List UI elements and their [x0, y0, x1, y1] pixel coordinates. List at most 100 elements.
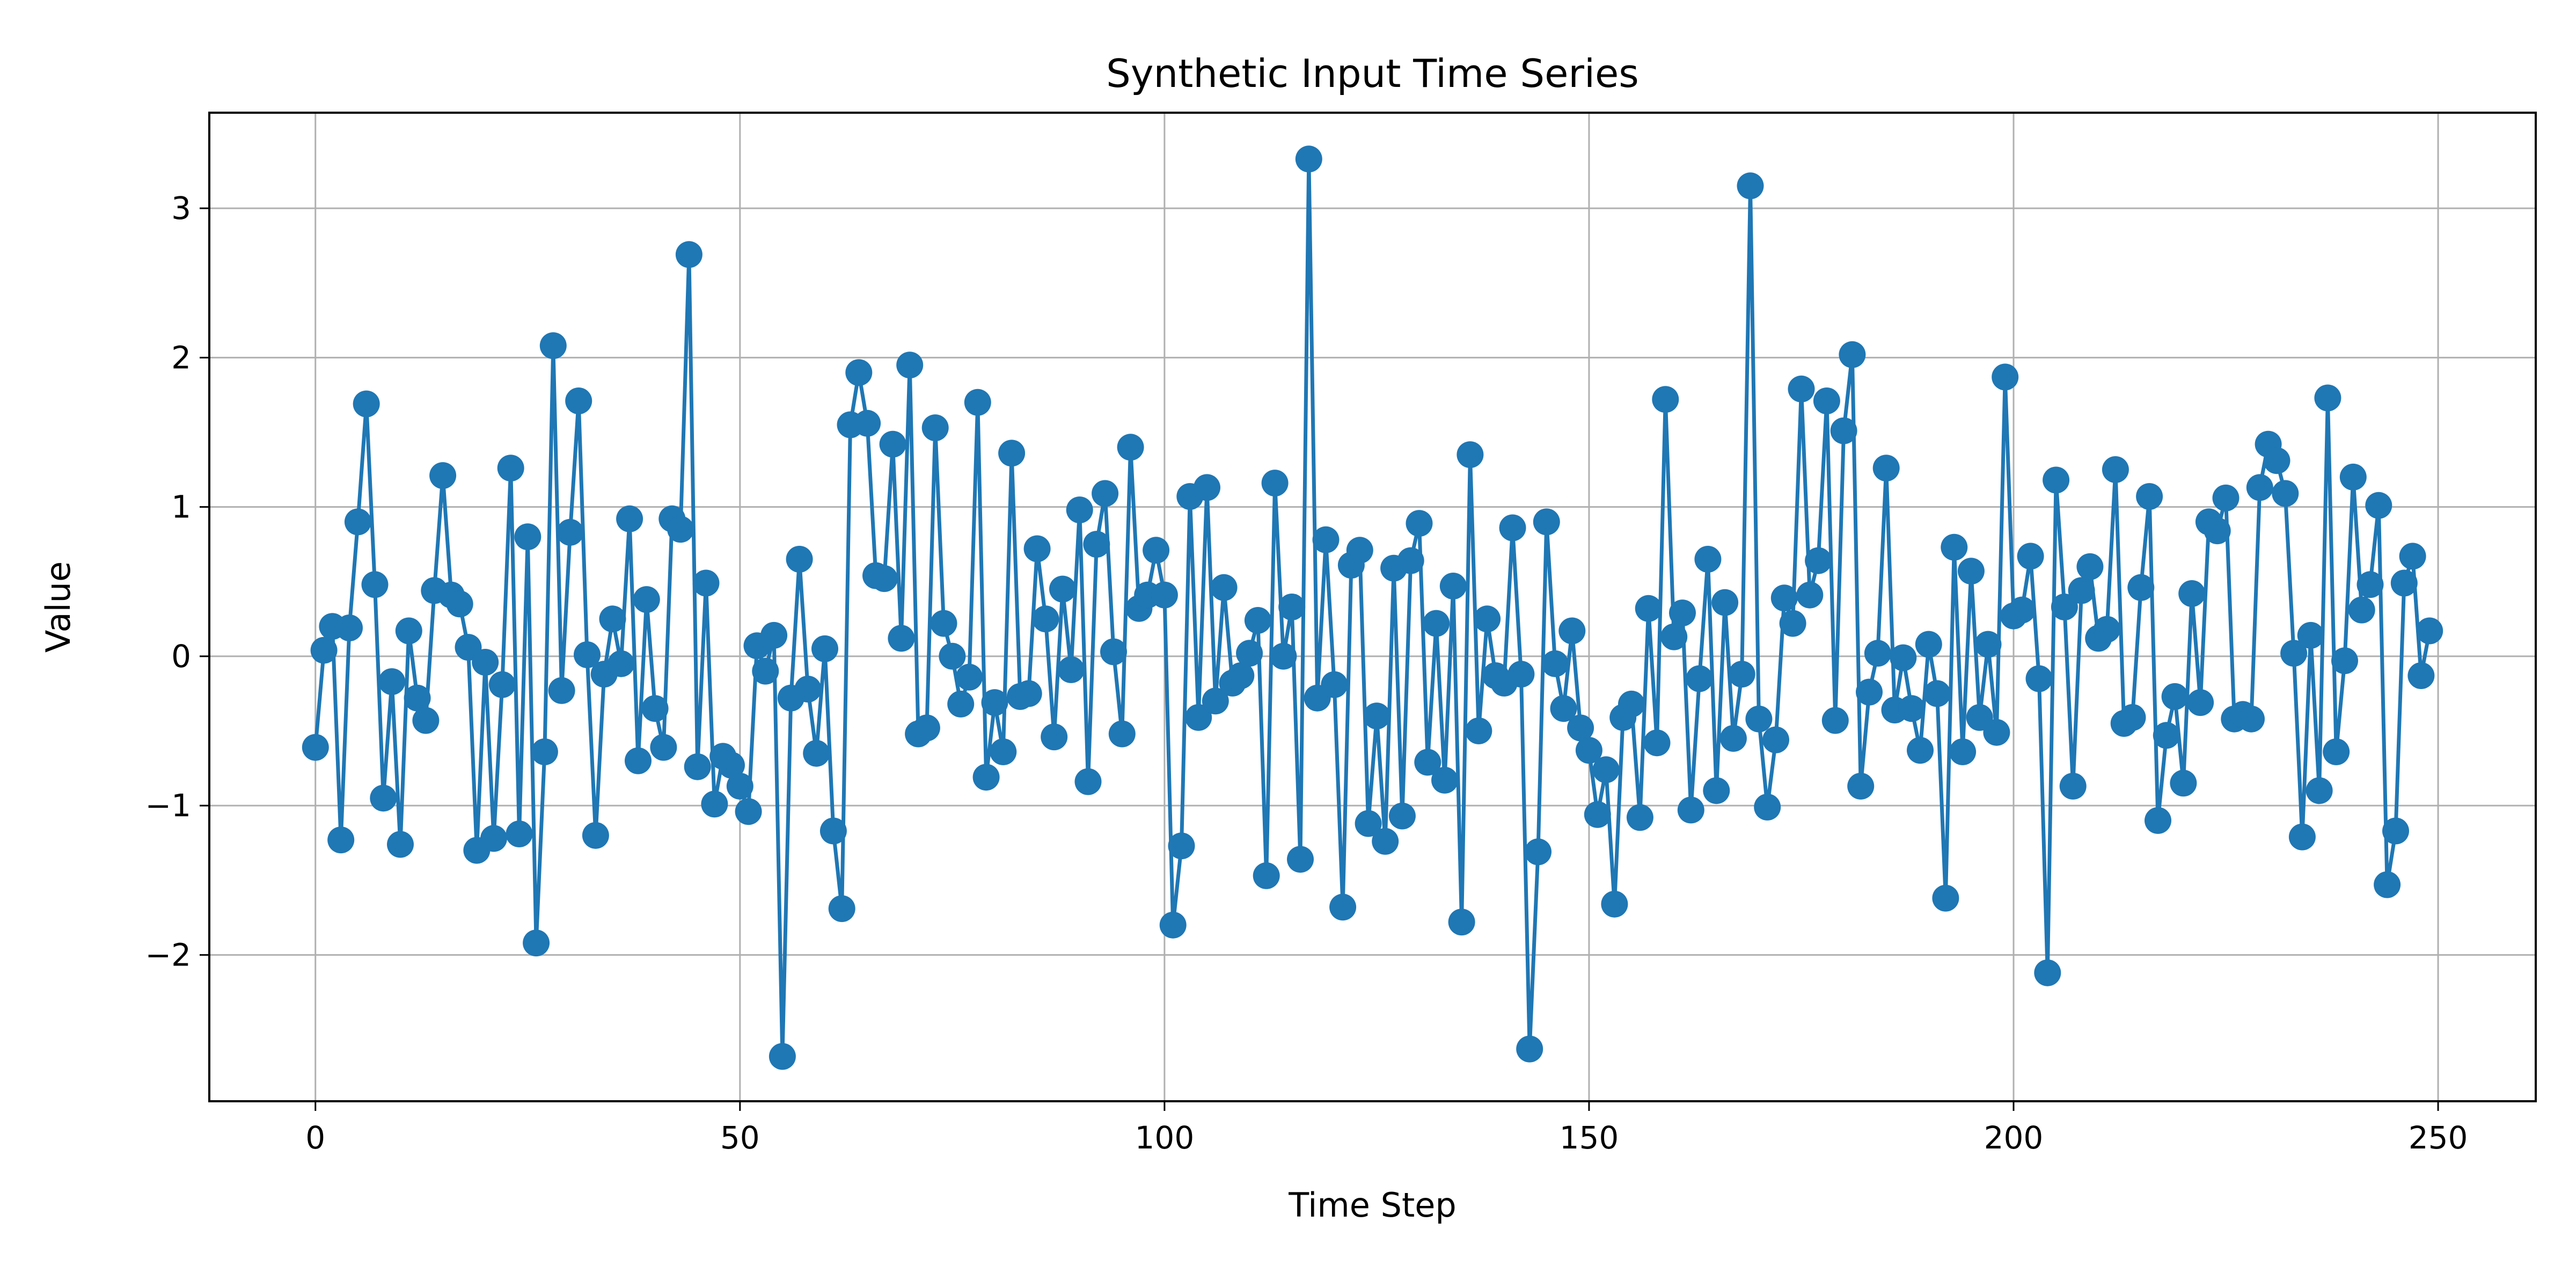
data-point — [2025, 665, 2053, 692]
data-point — [692, 569, 720, 597]
data-series — [302, 145, 2443, 1070]
data-point — [310, 636, 338, 664]
data-point — [1770, 584, 1798, 612]
data-point — [1915, 631, 1942, 658]
data-point — [1686, 665, 1713, 692]
data-point — [1932, 884, 1959, 912]
data-point — [2382, 817, 2409, 845]
data-point — [1558, 617, 1586, 645]
data-point — [701, 791, 728, 818]
data-point — [2059, 772, 2087, 800]
data-point — [1168, 832, 1195, 860]
data-point — [888, 625, 915, 652]
data-point — [1312, 526, 1340, 553]
data-point — [1227, 662, 1255, 689]
data-point — [2339, 463, 2367, 491]
data-point — [378, 668, 406, 696]
data-point — [718, 751, 745, 779]
data-point — [726, 772, 753, 800]
data-point — [1677, 796, 1704, 824]
data-point — [2178, 580, 2206, 607]
data-point — [1253, 862, 1280, 889]
data-point — [2051, 594, 2078, 620]
data-point — [1159, 911, 1187, 939]
data-point — [667, 516, 694, 543]
data-point — [1194, 474, 1220, 501]
data-point — [1941, 533, 1968, 561]
data-point — [2119, 704, 2146, 731]
data-point — [675, 241, 702, 268]
data-point — [2204, 517, 2231, 545]
data-point — [2297, 621, 2324, 649]
data-point — [1711, 589, 1739, 616]
data-point — [2034, 959, 2061, 986]
data-point — [2068, 577, 2095, 604]
data-point — [1516, 1035, 1543, 1063]
data-point — [2246, 474, 2273, 501]
data-point — [786, 546, 813, 573]
y-tick-label: 1 — [171, 489, 191, 525]
data-point — [2331, 647, 2358, 675]
series-line — [313, 157, 2432, 1058]
data-point — [1457, 441, 1484, 469]
data-point — [344, 508, 371, 536]
data-point — [1601, 890, 1628, 918]
data-point — [327, 826, 355, 854]
data-point — [1507, 661, 1535, 688]
data-point — [1244, 607, 1271, 634]
data-point — [964, 389, 991, 416]
data-point — [845, 359, 873, 386]
data-point — [769, 1043, 796, 1070]
data-point — [1737, 172, 1764, 200]
y-tick-label: 3 — [171, 190, 191, 226]
data-point — [2390, 569, 2418, 597]
data-point — [1448, 909, 1475, 936]
data-point — [514, 523, 541, 551]
data-point — [1719, 724, 1747, 752]
data-point — [1041, 723, 1068, 751]
data-point — [1890, 644, 1917, 671]
data-point — [1363, 702, 1391, 730]
data-point — [1745, 705, 1773, 733]
data-point — [1143, 537, 1170, 564]
data-point — [2288, 823, 2316, 851]
data-point — [1270, 642, 1297, 670]
data-point — [1108, 720, 1136, 748]
data-point — [2399, 543, 2426, 570]
data-point — [395, 617, 422, 645]
data-point — [1847, 772, 1875, 800]
data-point — [2314, 384, 2341, 412]
data-point — [1329, 894, 1357, 921]
data-point — [2407, 662, 2435, 689]
data-point — [1066, 496, 1093, 524]
data-point — [1439, 573, 1467, 599]
data-point — [523, 930, 550, 957]
x-tick-label: 250 — [2409, 1119, 2468, 1156]
data-point — [1872, 455, 1900, 482]
data-point — [990, 738, 1017, 765]
data-point — [1898, 695, 1926, 722]
data-point — [998, 440, 1026, 467]
data-point — [1541, 650, 1569, 677]
data-point — [1788, 375, 1815, 402]
data-point — [1015, 680, 1042, 707]
data-point — [557, 518, 584, 546]
data-point — [1669, 599, 1696, 627]
data-point — [794, 676, 822, 702]
data-point — [353, 390, 380, 418]
data-point — [803, 740, 830, 767]
data-point — [2187, 689, 2214, 716]
data-point — [1652, 386, 1679, 413]
data-point — [947, 690, 975, 718]
data-point — [1057, 656, 1085, 683]
data-point — [1575, 737, 1602, 764]
data-point — [1957, 558, 1985, 585]
x-tick-label: 150 — [1560, 1119, 1619, 1156]
data-point — [2102, 456, 2129, 483]
data-point — [2272, 480, 2299, 507]
data-point — [539, 332, 567, 360]
data-point — [1465, 717, 1492, 744]
data-point — [506, 820, 533, 847]
y-tick-label: −1 — [145, 787, 192, 824]
